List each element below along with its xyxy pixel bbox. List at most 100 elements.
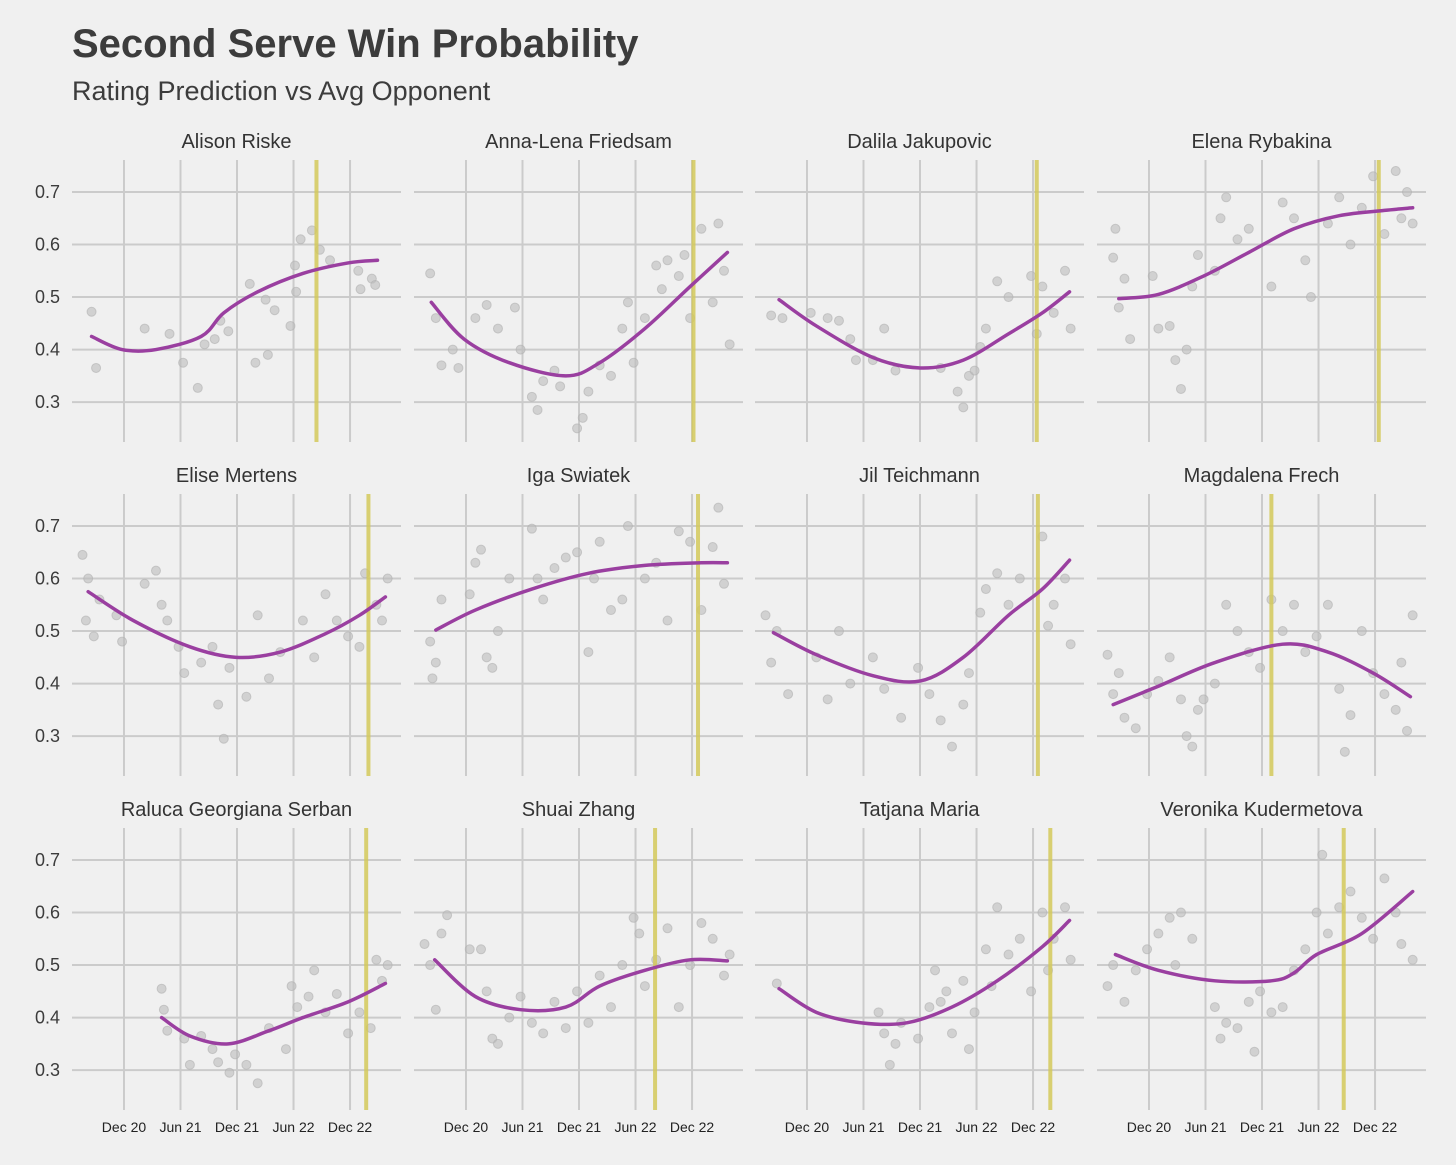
x-tick-label: Jun 21: [501, 1119, 543, 1135]
data-point: [436, 360, 447, 371]
data-point: [1181, 731, 1192, 742]
data-point: [320, 589, 331, 600]
data-point: [162, 1025, 173, 1036]
data-point: [464, 944, 475, 955]
data-point: [83, 573, 94, 584]
data-point: [207, 641, 218, 652]
data-point: [199, 339, 210, 350]
data-point: [1379, 229, 1390, 240]
data-point: [634, 928, 645, 939]
data-point: [879, 1028, 890, 1039]
data-point: [980, 584, 991, 595]
data-point: [651, 260, 662, 271]
data-point: [1249, 1046, 1260, 1057]
trend-line: [777, 918, 1072, 1027]
data-point: [1113, 668, 1124, 679]
data-point: [244, 278, 255, 289]
data-point: [230, 1049, 241, 1060]
data-point: [425, 636, 436, 647]
data-point: [1277, 197, 1288, 208]
data-point: [719, 578, 730, 589]
x-tick-label: Dec 22: [1353, 1119, 1398, 1135]
facet-title: Iga Swiatek: [527, 465, 631, 487]
data-point: [453, 362, 464, 373]
data-point: [1048, 307, 1059, 318]
data-point: [538, 1028, 549, 1039]
data-point: [223, 326, 234, 337]
data-point: [639, 981, 650, 992]
data-point: [526, 523, 537, 534]
data-point: [549, 996, 560, 1007]
data-point: [436, 594, 447, 605]
data-point: [1288, 599, 1299, 610]
data-point: [292, 1002, 303, 1013]
data-point: [1243, 223, 1254, 234]
data-point: [890, 1038, 901, 1049]
data-point: [289, 260, 300, 271]
data-point: [1209, 678, 1220, 689]
data-point: [377, 615, 388, 626]
data-point: [509, 302, 520, 313]
data-point: [1147, 271, 1158, 282]
data-point: [91, 362, 102, 373]
data-point: [766, 657, 777, 668]
data-point: [549, 563, 560, 574]
data-point: [1334, 192, 1345, 203]
x-tick-label: Dec 20: [444, 1119, 489, 1135]
data-point: [179, 668, 190, 679]
data-point: [224, 662, 235, 673]
data-point: [150, 565, 161, 576]
data-point: [946, 741, 957, 752]
data-point: [1345, 886, 1356, 897]
data-point: [1192, 250, 1203, 261]
y-tick-label: 0.5: [35, 955, 60, 975]
data-point: [662, 923, 673, 934]
data-point: [963, 668, 974, 679]
x-tick-label: Jun 21: [1184, 1119, 1226, 1135]
data-point: [1119, 712, 1130, 723]
data-point: [260, 294, 271, 305]
data-point: [213, 699, 224, 710]
data-point: [526, 391, 537, 402]
data-point: [331, 615, 342, 626]
data-point: [192, 382, 203, 393]
data-point: [538, 594, 549, 605]
data-point: [1322, 928, 1333, 939]
data-point: [158, 1004, 169, 1015]
data-point: [1119, 996, 1130, 1007]
data-point: [583, 1017, 594, 1028]
data-point: [1407, 610, 1418, 621]
data-point: [777, 313, 788, 324]
data-point: [355, 284, 366, 295]
data-point: [285, 320, 296, 331]
data-point: [639, 313, 650, 324]
facet-title: Elise Mertens: [176, 465, 297, 487]
data-point: [805, 307, 816, 318]
data-point: [481, 986, 492, 997]
data-point: [639, 573, 650, 584]
trend-line: [429, 250, 730, 378]
data-point: [952, 386, 963, 397]
data-point: [1142, 944, 1153, 955]
data-point: [707, 542, 718, 553]
data-point: [913, 662, 924, 673]
data-point: [538, 376, 549, 387]
data-point: [930, 965, 941, 976]
data-point: [884, 1059, 895, 1070]
facet-title: Tatjana Maria: [859, 799, 980, 821]
data-point: [713, 218, 724, 229]
data-point: [1170, 960, 1181, 971]
data-point: [286, 981, 297, 992]
data-point: [958, 975, 969, 986]
data-point: [1175, 907, 1186, 918]
facet-panel: Jil Teichmann: [755, 465, 1084, 776]
data-point: [1221, 599, 1232, 610]
data-point: [371, 954, 382, 965]
data-point: [162, 615, 173, 626]
data-point: [303, 991, 314, 1002]
data-point: [532, 573, 543, 584]
data-point: [1003, 292, 1014, 303]
trend-line: [771, 558, 1072, 684]
facet-title: Magdalena Frech: [1184, 465, 1340, 487]
